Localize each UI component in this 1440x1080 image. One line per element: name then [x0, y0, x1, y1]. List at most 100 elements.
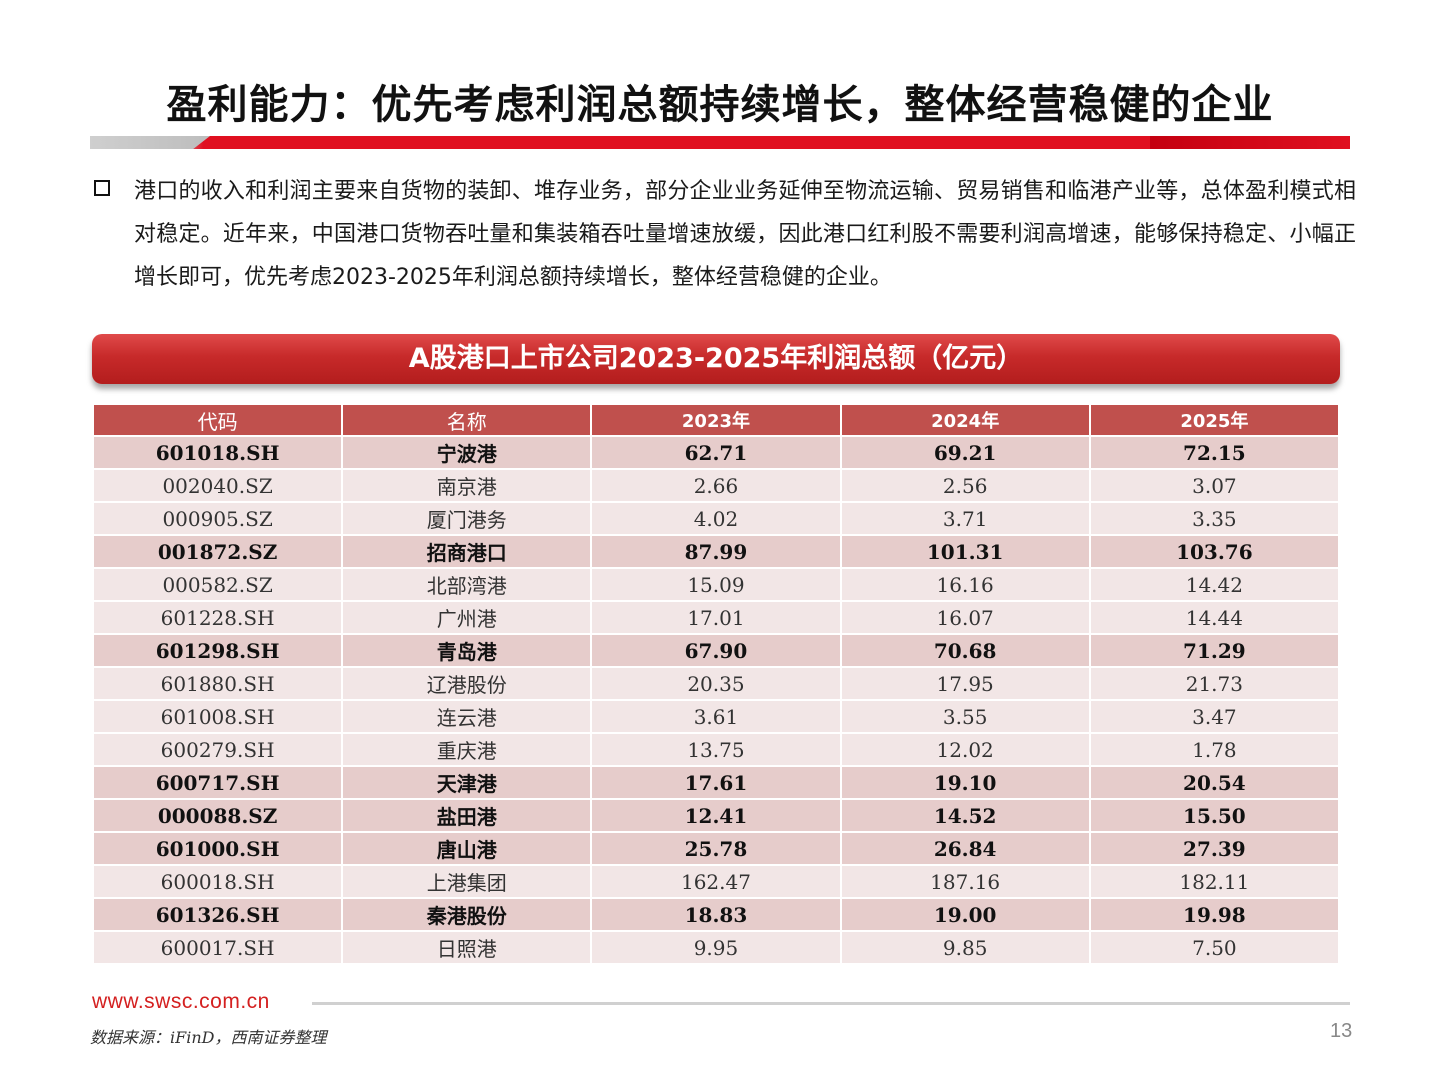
- page-title: 盈利能力：优先考虑利润总额持续增长，整体经营稳健的企业: [166, 82, 1274, 128]
- bullet-paragraph: 港口的收入和利润主要来自货物的装卸、堆存业务，部分企业业务延伸至物流运输、贸易销…: [94, 170, 1356, 299]
- cell-2025: 182.11: [1088, 864, 1341, 899]
- table-header-row: 代码 名称 2023年 2024年 2025年: [91, 403, 1341, 437]
- cell-2025: 103.76: [1088, 534, 1341, 569]
- cell-2024: 3.55: [839, 699, 1091, 734]
- cell-code: 600017.SH: [91, 930, 344, 965]
- cell-name: 北部湾港: [341, 567, 593, 602]
- website-url: www.swsc.com.cn: [92, 990, 270, 1013]
- cell-name: 广州港: [341, 600, 593, 635]
- cell-code: 000582.SZ: [91, 567, 344, 602]
- cell-name: 盐田港: [341, 798, 593, 833]
- table-row: 600018.SH 上港集团 162.47 187.16 182.11: [91, 864, 1341, 899]
- cell-code: 000905.SZ: [91, 501, 344, 536]
- cell-2023: 4.02: [590, 501, 842, 536]
- cell-2025: 27.39: [1088, 831, 1341, 866]
- cell-2025: 15.50: [1088, 798, 1341, 833]
- cell-2024: 14.52: [839, 798, 1091, 833]
- column-header-2024: 2024年: [839, 403, 1091, 437]
- cell-code: 600018.SH: [91, 864, 344, 899]
- cell-2023: 62.71: [590, 435, 842, 470]
- cell-2025: 14.44: [1088, 600, 1341, 635]
- cell-2024: 12.02: [839, 732, 1091, 767]
- cell-name: 厦门港务: [341, 501, 593, 536]
- cell-code: 002040.SZ: [91, 468, 344, 503]
- cell-2024: 16.16: [839, 567, 1091, 602]
- cell-2024: 16.07: [839, 600, 1091, 635]
- cell-2025: 71.29: [1088, 633, 1341, 668]
- cell-code: 601228.SH: [91, 600, 344, 635]
- cell-2025: 7.50: [1088, 930, 1341, 965]
- title-divider: [90, 136, 1350, 149]
- table-row: 600017.SH 日照港 9.95 9.85 7.50: [91, 930, 1341, 965]
- cell-name: 上港集团: [341, 864, 593, 899]
- cell-2024: 3.71: [839, 501, 1091, 536]
- table-row: 600279.SH 重庆港 13.75 12.02 1.78: [91, 732, 1341, 767]
- cell-code: 601008.SH: [91, 699, 344, 734]
- table-row: 001872.SZ 招商港口 87.99 101.31 103.76: [91, 534, 1341, 569]
- cell-2025: 3.35: [1088, 501, 1341, 536]
- cell-code: 600279.SH: [91, 732, 344, 767]
- cell-2023: 9.95: [590, 930, 842, 965]
- cell-name: 青岛港: [341, 633, 593, 668]
- cell-2024: 69.21: [839, 435, 1091, 470]
- cell-2023: 87.99: [590, 534, 842, 569]
- cell-2023: 20.35: [590, 666, 842, 701]
- table-row: 000905.SZ 厦门港务 4.02 3.71 3.35: [91, 501, 1341, 536]
- cell-name: 辽港股份: [341, 666, 593, 701]
- column-header-2025: 2025年: [1088, 403, 1341, 437]
- profit-table: 代码 名称 2023年 2024年 2025年 601018.SH 宁波港 62.7…: [91, 403, 1341, 965]
- data-source-note: 数据来源：iFinD，西南证券整理: [90, 1028, 327, 1047]
- cell-code: 001872.SZ: [91, 534, 344, 569]
- column-header-2023: 2023年: [590, 403, 842, 437]
- cell-2024: 17.95: [839, 666, 1091, 701]
- table-row: 601298.SH 青岛港 67.90 70.68 71.29: [91, 633, 1341, 668]
- cell-2024: 2.56: [839, 468, 1091, 503]
- cell-name: 连云港: [341, 699, 593, 734]
- cell-name: 天津港: [341, 765, 593, 800]
- table-row: 601000.SH 唐山港 25.78 26.84 27.39: [91, 831, 1341, 866]
- cell-2024: 19.10: [839, 765, 1091, 800]
- cell-2023: 3.61: [590, 699, 842, 734]
- table-row: 000582.SZ 北部湾港 15.09 16.16 14.42: [91, 567, 1341, 602]
- cell-2025: 21.73: [1088, 666, 1341, 701]
- cell-code: 000088.SZ: [91, 798, 344, 833]
- cell-name: 唐山港: [341, 831, 593, 866]
- cell-code: 601000.SH: [91, 831, 344, 866]
- table-row: 601326.SH 秦港股份 18.83 19.00 19.98: [91, 897, 1341, 932]
- cell-name: 招商港口: [341, 534, 593, 569]
- table-row: 000088.SZ 盐田港 12.41 14.52 15.50: [91, 798, 1341, 833]
- cell-2023: 15.09: [590, 567, 842, 602]
- cell-2023: 12.41: [590, 798, 842, 833]
- cell-2024: 9.85: [839, 930, 1091, 965]
- table-row: 601228.SH 广州港 17.01 16.07 14.44: [91, 600, 1341, 635]
- cell-2023: 162.47: [590, 864, 842, 899]
- cell-code: 600717.SH: [91, 765, 344, 800]
- cell-code: 601298.SH: [91, 633, 344, 668]
- cell-code: 601326.SH: [91, 897, 344, 932]
- cell-2023: 17.61: [590, 765, 842, 800]
- table-body: 601018.SH 宁波港 62.71 69.21 72.15 002040.SZ 南京港 2…: [91, 435, 1341, 965]
- cell-2024: 26.84: [839, 831, 1091, 866]
- cell-2024: 70.68: [839, 633, 1091, 668]
- cell-2023: 25.78: [590, 831, 842, 866]
- table-row: 601008.SH 连云港 3.61 3.55 3.47: [91, 699, 1341, 734]
- table-row: 601880.SH 辽港股份 20.35 17.95 21.73: [91, 666, 1341, 701]
- cell-2023: 17.01: [590, 600, 842, 635]
- cell-name: 秦港股份: [341, 897, 593, 932]
- cell-2023: 2.66: [590, 468, 842, 503]
- page-number: 13: [1330, 1020, 1353, 1042]
- table-title: A股港口上市公司2023-2025年利润总额（亿元）: [92, 334, 1340, 384]
- cell-2025: 3.47: [1088, 699, 1341, 734]
- cell-2023: 67.90: [590, 633, 842, 668]
- cell-2024: 187.16: [839, 864, 1091, 899]
- cell-name: 宁波港: [341, 435, 593, 470]
- table-row: 600717.SH 天津港 17.61 19.10 20.54: [91, 765, 1341, 800]
- cell-2025: 19.98: [1088, 897, 1341, 932]
- cell-2024: 101.31: [839, 534, 1091, 569]
- table-row: 601018.SH 宁波港 62.71 69.21 72.15: [91, 435, 1341, 470]
- square-bullet-icon: [94, 180, 110, 196]
- table-row: 002040.SZ 南京港 2.66 2.56 3.07: [91, 468, 1341, 503]
- cell-name: 南京港: [341, 468, 593, 503]
- bullet-text: 港口的收入和利润主要来自货物的装卸、堆存业务，部分企业业务延伸至物流运输、贸易销…: [134, 179, 1356, 290]
- cell-2025: 1.78: [1088, 732, 1341, 767]
